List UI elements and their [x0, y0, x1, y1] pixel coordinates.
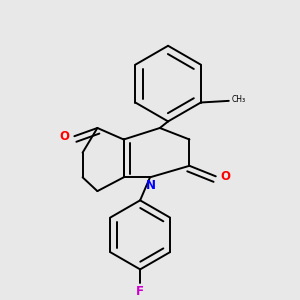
Text: O: O [59, 130, 69, 143]
Text: O: O [221, 170, 231, 183]
Text: CH₃: CH₃ [232, 95, 246, 104]
Text: F: F [136, 285, 144, 298]
Text: N: N [146, 179, 156, 192]
